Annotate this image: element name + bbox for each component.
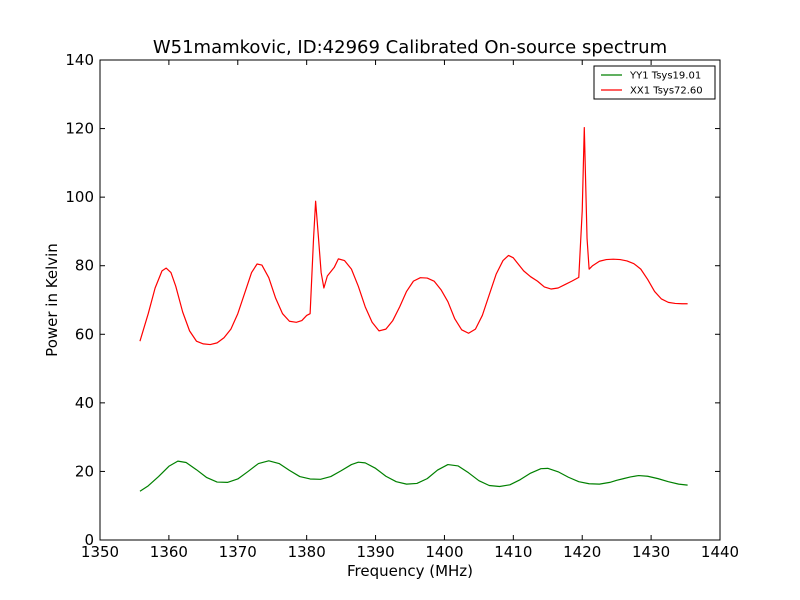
series-line-xx1 — [139, 126, 688, 346]
x-tick-label: 1360 — [150, 543, 188, 561]
y-tick-label: 40 — [75, 394, 94, 412]
series-line-yy1 — [139, 460, 688, 492]
y-tick-label: 100 — [65, 188, 94, 206]
x-tick-label: 1430 — [632, 543, 670, 561]
plot-area — [99, 59, 721, 541]
y-tick-label: 60 — [75, 325, 94, 343]
y-tick-label: 120 — [65, 120, 94, 138]
y-tick-label: 20 — [75, 462, 94, 480]
x-tick-label: 1370 — [219, 543, 257, 561]
x-tick-label: 1390 — [356, 543, 394, 561]
y-tick-label: 80 — [75, 257, 94, 275]
legend-box — [593, 65, 716, 100]
legend-label-xx1: XX1 Tsys72.60 — [630, 86, 703, 97]
tick-layer: 1350 1360 1370 1380 1390 1400 1410 1420 1430 1440… — [65, 51, 739, 561]
chart-title: W51mamkovic, ID:42969 Calibrated On-sour… — [153, 37, 667, 58]
x-tick-label: 1420 — [563, 543, 601, 561]
y-tick-label: 140 — [65, 51, 94, 69]
y-tick-label: 0 — [84, 531, 94, 549]
x-tick-label: 1410 — [494, 543, 532, 561]
plot-layer — [139, 126, 688, 492]
x-tick-label: 1400 — [425, 543, 463, 561]
legend: YY1 Tsys19.01 XX1 Tsys72.60 — [593, 65, 716, 100]
y-axis-label: Power in Kelvin — [43, 243, 61, 357]
x-tick-label: 1440 — [701, 543, 739, 561]
legend-label-yy1: YY1 Tsys19.01 — [629, 71, 701, 82]
x-tick-label: 1380 — [288, 543, 326, 561]
x-tick-label: 1350 — [81, 543, 119, 561]
x-axis-label: Frequency (MHz) — [347, 562, 473, 580]
